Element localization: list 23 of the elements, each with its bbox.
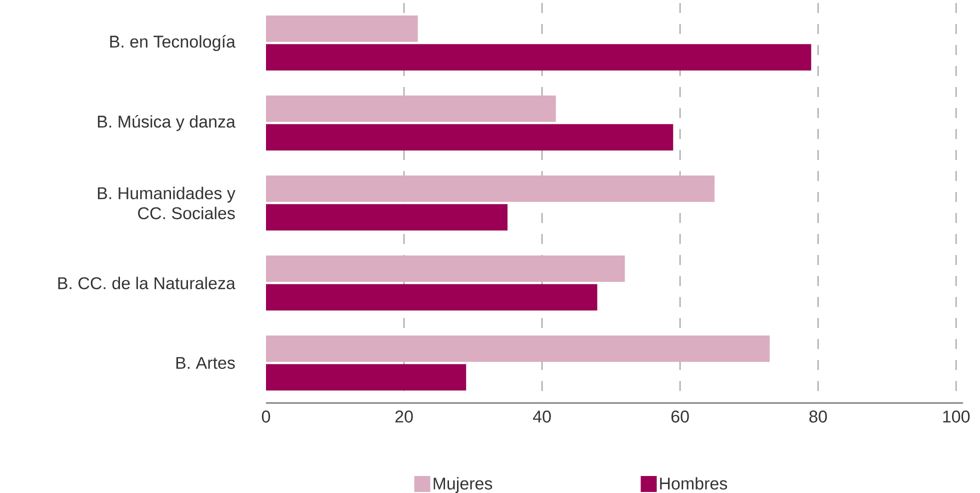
x-tick-label: 40	[532, 410, 551, 423]
y-tick-label: B. en Tecnología	[110, 34, 236, 52]
bar	[266, 256, 625, 282]
x-tick-label: 60	[671, 410, 689, 423]
y-tick-label: B. Humanidades y CC. Sociales	[98, 186, 236, 220]
bar	[266, 364, 466, 390]
bar	[266, 16, 418, 42]
y-tick-label: B. Artes	[176, 357, 235, 369]
bar	[266, 124, 674, 150]
x-tick-label: 80	[809, 410, 827, 423]
bar	[266, 44, 812, 70]
bar	[266, 96, 556, 122]
bar	[266, 336, 770, 362]
bar	[266, 204, 508, 230]
legend-label: Hombres	[660, 477, 728, 490]
x-tick-label: 20	[395, 410, 413, 423]
legend-label: Mujeres	[434, 477, 492, 493]
bar	[266, 176, 715, 202]
x-tick-label: 100	[943, 410, 970, 423]
y-tick-label: B. Música y danza	[98, 114, 236, 132]
x-tick-label: 0	[262, 410, 270, 423]
bar	[266, 284, 598, 310]
y-tick-label: B. CC. de la Naturaleza	[58, 276, 236, 290]
